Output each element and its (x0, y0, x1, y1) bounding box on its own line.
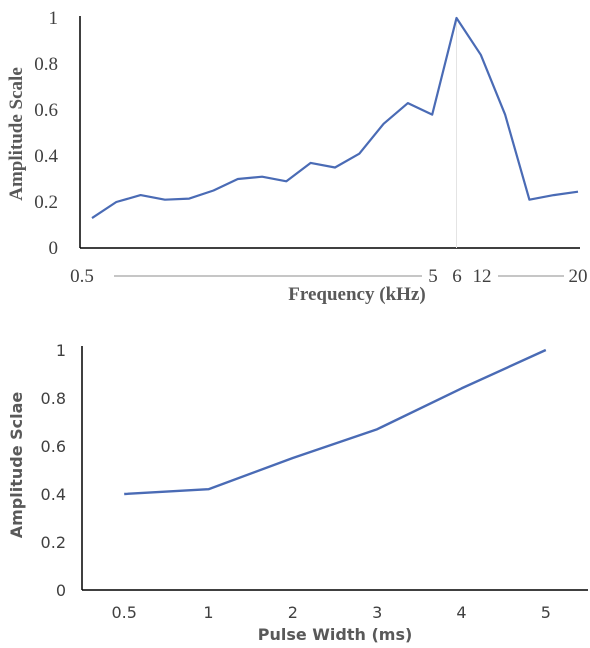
x-tick-label: 5 (541, 603, 551, 622)
x-tick-label: 5 (428, 266, 438, 287)
y-axis-title: Amplitude Scale (6, 67, 27, 201)
pulse-width-series-line (124, 348, 547, 496)
y-tick-label: 0.8 (34, 54, 58, 75)
y-tick-label: 0.4 (41, 485, 66, 504)
y-tick-label: 0.6 (34, 100, 58, 121)
y-tick-label: 1 (49, 8, 59, 29)
y-tick-label: 1 (56, 341, 66, 360)
x-tick-label: 0.5 (111, 603, 136, 622)
y-tick-label: 0.4 (34, 146, 58, 167)
x-tick-label: 3 (372, 603, 382, 622)
x-tick-label: 20 (569, 266, 588, 287)
x-tick-label: 2 (288, 603, 298, 622)
x-tick-label: 1 (203, 603, 213, 622)
y-tick-label: 0 (49, 238, 59, 259)
y-tick-label: 0.2 (41, 533, 66, 552)
x-axis-title: Pulse Width (ms) (258, 625, 413, 644)
frequency-series-line (91, 16, 579, 220)
x-tick-label: 4 (456, 603, 466, 622)
frequency-chart: 0 0.2 0.4 0.6 0.8 1 0.5 5 6 12 20 Frequency (kHz) Am… (6, 8, 588, 305)
x-tick-label: 0.5 (70, 266, 94, 287)
x-tick-label: 12 (473, 266, 492, 287)
y-tick-label: 0.6 (41, 437, 66, 456)
y-axis-title: Amplitude Sclae (7, 392, 26, 539)
y-tick-label: 0 (56, 581, 66, 600)
y-tick-label: 0.2 (34, 192, 58, 213)
x-tick-label: 6 (452, 266, 462, 287)
pulse-width-chart: 0 0.2 0.4 0.6 0.8 1 0.5 1 2 3 4 5 Pulse Width (ms) Am… (7, 341, 588, 644)
x-axis-title: Frequency (kHz) (288, 284, 425, 305)
y-tick-label: 0.8 (41, 389, 66, 408)
